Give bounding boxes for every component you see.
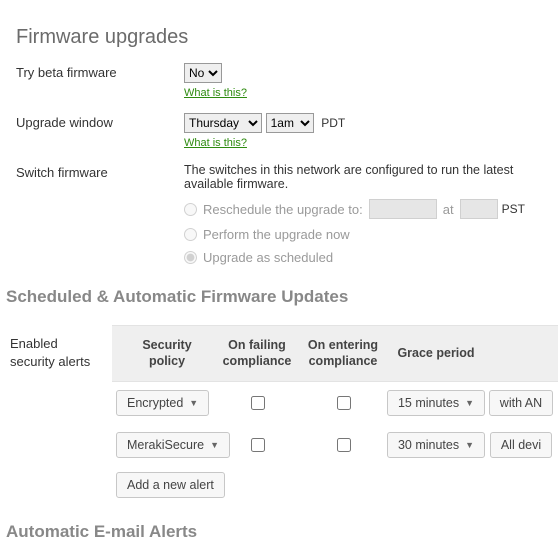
policy-dropdown[interactable]: MerakiSecure▼ xyxy=(116,432,230,458)
enabled-security-alerts-label: Enabled security alerts xyxy=(0,325,112,508)
automatic-email-alerts-caption: Automatic E-mail Alerts xyxy=(6,522,558,542)
upgrade-window-label: Upgrade window xyxy=(16,113,184,130)
switch-firmware-note: The switches in this network are configu… xyxy=(184,163,542,191)
scheduled-updates-caption: Scheduled & Automatic Firmware Updates xyxy=(6,287,558,307)
reschedule-at-label: at xyxy=(443,202,454,217)
upgrade-help-link[interactable]: What is this? xyxy=(184,137,247,149)
grace-dropdown[interactable]: 30 minutes▼ xyxy=(387,432,485,458)
policy-dropdown[interactable]: Encrypted▼ xyxy=(116,390,209,416)
firmware-upgrades-title: Firmware upgrades xyxy=(16,26,542,49)
header-security-policy: Security policy xyxy=(112,326,214,381)
try-beta-label: Try beta firmware xyxy=(16,63,184,80)
header-on-failing: On failing compliance xyxy=(214,326,300,381)
reschedule-time-field xyxy=(460,199,498,219)
try-beta-select[interactable]: No xyxy=(184,63,222,83)
header-on-entering: On entering compliance xyxy=(300,326,386,381)
scope-dropdown[interactable]: All devi xyxy=(490,432,552,458)
on-failing-checkbox[interactable] xyxy=(251,438,265,452)
chevron-down-icon: ▼ xyxy=(465,398,474,408)
upgrade-hour-select[interactable]: 1am xyxy=(266,113,314,133)
table-row: MerakiSecure▼ 30 minutes▼ All devi xyxy=(112,424,558,466)
reschedule-label: Reschedule the upgrade to: xyxy=(203,202,363,217)
chevron-down-icon: ▼ xyxy=(189,398,198,408)
scope-dropdown[interactable]: with AN xyxy=(489,390,553,416)
reschedule-radio xyxy=(184,203,197,216)
header-grace-period: Grace period xyxy=(386,326,486,381)
grace-dropdown[interactable]: 15 minutes▼ xyxy=(387,390,485,416)
on-entering-checkbox[interactable] xyxy=(337,396,351,410)
upgrade-day-select[interactable]: Thursday xyxy=(184,113,262,133)
on-failing-checkbox[interactable] xyxy=(251,396,265,410)
add-new-alert-button[interactable]: Add a new alert xyxy=(116,472,225,498)
upgrade-timezone: PDT xyxy=(321,116,345,130)
alerts-table-header: Security policy On failing compliance On… xyxy=(112,325,558,382)
beta-help-link[interactable]: What is this? xyxy=(184,87,247,99)
chevron-down-icon: ▼ xyxy=(465,440,474,450)
table-row: Encrypted▼ 15 minutes▼ with AN xyxy=(112,382,558,424)
upgrade-scheduled-radio xyxy=(184,251,197,264)
perform-now-label: Perform the upgrade now xyxy=(203,227,350,242)
reschedule-timezone: PST xyxy=(502,202,525,216)
reschedule-date-field xyxy=(369,199,437,219)
switch-firmware-label: Switch firmware xyxy=(16,163,184,180)
perform-now-radio xyxy=(184,228,197,241)
on-entering-checkbox[interactable] xyxy=(337,438,351,452)
upgrade-scheduled-label: Upgrade as scheduled xyxy=(203,250,333,265)
